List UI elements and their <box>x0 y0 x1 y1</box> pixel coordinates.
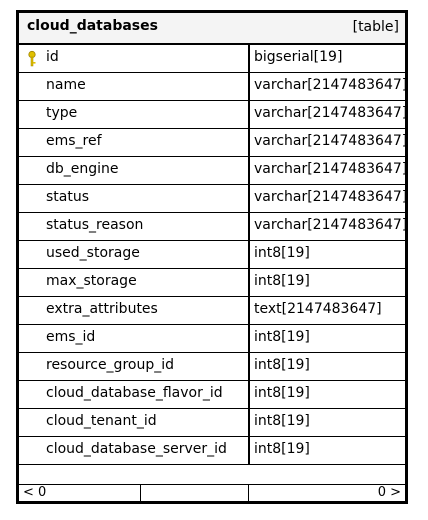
column-divider <box>248 213 250 240</box>
column-row: db_engine varchar[2147483647] <box>19 157 408 185</box>
column-type: int8[19] <box>254 273 310 289</box>
footer-divider <box>248 485 249 502</box>
column-row: id bigserial[19] <box>19 45 405 73</box>
primary-key-icon <box>28 50 36 67</box>
column-row: cloud_database_flavor_id int8[19] <box>19 381 405 409</box>
column-name: cloud_tenant_id <box>46 413 157 429</box>
column-row: type varchar[2147483647] <box>19 101 408 129</box>
column-name: ems_id <box>46 329 96 345</box>
column-name: id <box>46 49 59 65</box>
table-footer: < 0 0 > <box>19 484 405 502</box>
column-row: cloud_database_server_id int8[19] <box>19 437 405 465</box>
column-type: varchar[2147483647] <box>254 105 408 121</box>
column-divider <box>248 73 250 100</box>
column-type: varchar[2147483647] <box>254 133 408 149</box>
table-type-label: [table] <box>352 19 399 35</box>
column-row: status varchar[2147483647] <box>19 185 408 213</box>
column-type: int8[19] <box>254 385 310 401</box>
table-header: cloud_databases [table] <box>19 13 405 45</box>
column-name: cloud_database_flavor_id <box>46 385 223 401</box>
column-divider <box>248 129 250 156</box>
column-type: varchar[2147483647] <box>254 189 408 205</box>
column-row: status_reason varchar[2147483647] <box>19 213 408 241</box>
column-name: ems_ref <box>46 133 102 149</box>
column-divider <box>248 101 250 128</box>
column-divider <box>248 325 250 352</box>
column-type: int8[19] <box>254 245 310 261</box>
column-type: int8[19] <box>254 329 310 345</box>
column-name: resource_group_id <box>46 357 174 373</box>
column-type: varchar[2147483647] <box>254 77 408 93</box>
footer-right-count: 0 > <box>377 485 401 500</box>
column-name: extra_attributes <box>46 301 158 317</box>
column-divider <box>248 157 250 184</box>
column-type: int8[19] <box>254 357 310 373</box>
table-name: cloud_databases <box>27 18 158 34</box>
column-name: status_reason <box>46 217 144 233</box>
column-divider <box>248 241 250 268</box>
column-divider <box>248 269 250 296</box>
footer-divider <box>140 485 141 502</box>
column-divider <box>248 297 250 324</box>
column-type: bigserial[19] <box>254 49 343 65</box>
column-divider <box>248 381 250 408</box>
column-type: text[2147483647] <box>254 301 382 317</box>
column-divider <box>248 45 250 72</box>
column-row: ems_id int8[19] <box>19 325 405 353</box>
column-row: extra_attributes text[2147483647] <box>19 297 405 325</box>
column-row: name varchar[2147483647] <box>19 73 408 101</box>
column-type: int8[19] <box>254 413 310 429</box>
column-name: status <box>46 189 90 205</box>
column-row: ems_ref varchar[2147483647] <box>19 129 408 157</box>
column-row: cloud_tenant_id int8[19] <box>19 409 405 437</box>
column-type: int8[19] <box>254 441 310 457</box>
column-name: max_storage <box>46 273 137 289</box>
column-row: resource_group_id int8[19] <box>19 353 405 381</box>
column-type: varchar[2147483647] <box>254 161 408 177</box>
column-divider <box>248 353 250 380</box>
table-box: cloud_databases [table] id bigserial[19] n… <box>16 10 408 504</box>
footer-left-count: < 0 <box>23 485 47 500</box>
column-row: used_storage int8[19] <box>19 241 405 269</box>
column-name: cloud_database_server_id <box>46 441 227 457</box>
column-name: type <box>46 105 78 121</box>
column-type: varchar[2147483647] <box>254 217 408 233</box>
column-list: id bigserial[19] name varchar[2147483647] ty… <box>19 45 408 465</box>
column-name: name <box>46 77 86 93</box>
column-divider <box>248 185 250 212</box>
column-divider <box>248 409 250 436</box>
column-name: used_storage <box>46 245 140 261</box>
column-row: max_storage int8[19] <box>19 269 405 297</box>
column-divider <box>248 437 250 464</box>
column-name: db_engine <box>46 161 119 177</box>
